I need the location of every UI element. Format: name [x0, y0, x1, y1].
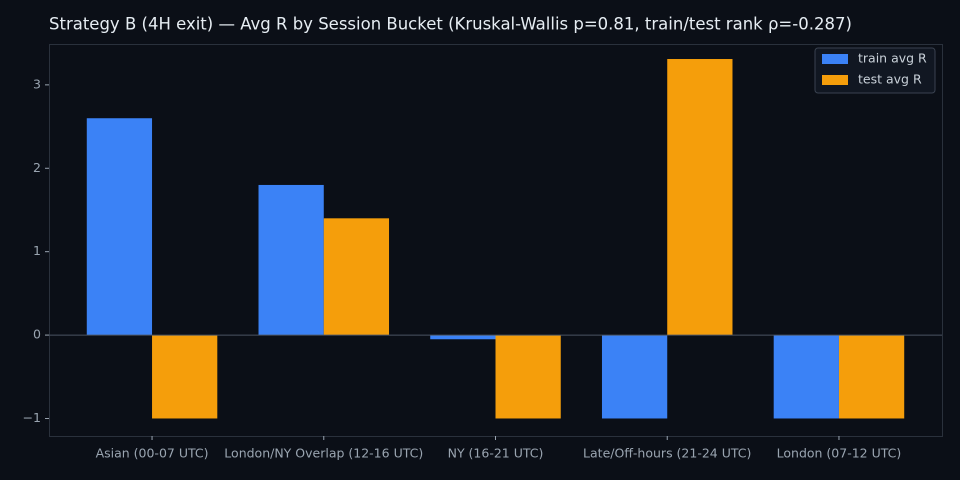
x-tick-label: London (07-12 UTC): [777, 446, 902, 461]
bar: [323, 218, 390, 336]
legend-label: test avg R: [858, 72, 922, 87]
x-tick-label: NY (16-21 UTC): [448, 446, 544, 461]
bar: [495, 335, 561, 419]
bar: [258, 184, 324, 336]
bar: [773, 335, 839, 419]
x-tick-label: London/NY Overlap (12-16 UTC): [224, 446, 423, 461]
y-tick-label: −1: [23, 410, 41, 425]
chart-title: Strategy B (4H exit) — Avg R by Session …: [49, 15, 852, 34]
legend-swatch: [822, 75, 848, 85]
bar: [667, 59, 733, 336]
x-tick-label: Late/Off-hours (21-24 UTC): [583, 446, 751, 461]
legend-swatch: [822, 54, 848, 64]
y-tick-label: 2: [33, 160, 41, 175]
legend-label: train avg R: [858, 51, 927, 66]
bar: [430, 335, 496, 340]
y-tick-label: 0: [33, 327, 41, 342]
bar: [838, 335, 905, 419]
y-tick-label: 3: [33, 76, 41, 91]
x-tick-label: Asian (00-07 UTC): [96, 446, 209, 461]
bar: [601, 335, 668, 419]
y-tick-label: 1: [33, 243, 41, 258]
bar: [152, 335, 218, 419]
bar: [86, 118, 153, 336]
